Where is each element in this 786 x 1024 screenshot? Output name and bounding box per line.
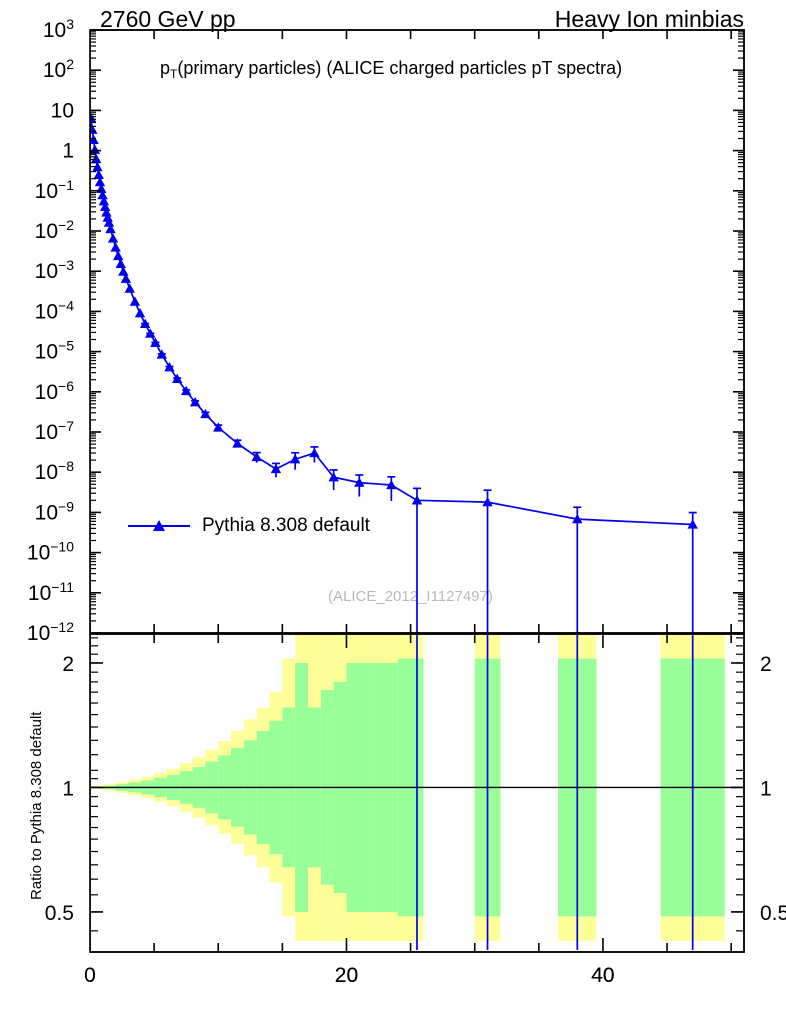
data-point-marker (102, 212, 113, 222)
ratio-y-tick-label: 2 (760, 653, 772, 676)
data-point-marker (411, 495, 423, 505)
data-point-marker (213, 422, 224, 432)
y-tick-label: 10−5 (35, 338, 75, 364)
data-point-marker (139, 318, 151, 329)
x-tick-label-top: 20 (335, 964, 358, 987)
data-point-marker (99, 201, 111, 211)
data-point-marker (92, 161, 103, 172)
y-tick-label: 10−10 (27, 539, 74, 565)
data-point-marker (107, 233, 119, 243)
main-panel-frame-2 (89, 29, 745, 634)
legend-label-pythia: Pythia 8.308 default (202, 515, 370, 536)
data-point-marker (482, 496, 493, 507)
header-right-label: Heavy Ion minbias (554, 6, 744, 32)
data-point-marker (386, 479, 397, 490)
data-point-marker (115, 258, 126, 269)
data-point-marker (89, 144, 101, 154)
data-point-marker (94, 176, 106, 187)
data-point-marker (251, 451, 262, 462)
ratio-panel-frame-2 (89, 633, 745, 953)
data-point-marker (687, 519, 698, 529)
data-point-marker (124, 283, 135, 293)
data-point-marker (189, 397, 201, 407)
y-tick-label: 10−9 (35, 498, 75, 524)
data-point-marker (289, 454, 301, 464)
data-point-marker (134, 308, 146, 318)
x-tick-label-top: 40 (591, 964, 614, 987)
y-tick-label: 10−2 (35, 217, 75, 243)
data-point-marker (98, 196, 110, 206)
series-line (90, 117, 693, 526)
data-point-marker (145, 328, 156, 338)
y-tick-label: 10−7 (35, 418, 75, 444)
ratio-y-tick-label: 0.5 (760, 902, 786, 925)
data-point-marker (156, 349, 168, 359)
y-tick-label: 102 (43, 56, 74, 82)
data-point-marker (572, 513, 583, 524)
legend-marker-icon (128, 520, 190, 531)
main-y-axis: 10310210110−110−210−310−410−510−610−710−… (27, 16, 744, 645)
plot-title: pT(primary particles) (ALICE charged par… (160, 58, 622, 81)
y-tick-label: 10−12 (27, 619, 74, 645)
data-point-marker (97, 189, 108, 200)
ratio-y-tick-label: 0.5 (45, 902, 74, 925)
ratio-y-tick-label: 1 (760, 777, 772, 800)
data-point-marker (90, 153, 102, 164)
x-tick-label: 40 (591, 964, 614, 987)
y-tick-label: 10−6 (35, 378, 75, 404)
data-point-marker (354, 477, 365, 487)
data-point-marker (164, 361, 175, 372)
ratio-axis-label: Ratio to Pythia 8.308 default (28, 711, 45, 900)
y-tick-label: 10−8 (35, 458, 75, 484)
right-margin-mask (745, 30, 786, 952)
y-tick-label: 10−3 (35, 257, 75, 283)
data-point-marker (200, 408, 211, 419)
data-point-marker (103, 217, 115, 227)
ratio-y-axis: 2 2 1 1 0.5 0.5 (45, 653, 786, 925)
data-point-marker (120, 273, 132, 283)
ratio-y-tick-label: 2 (62, 653, 74, 676)
data-point-marker (150, 337, 161, 348)
plot-title-rest: (primary particles) (ALICE charged parti… (177, 58, 623, 78)
data-point-marker (101, 207, 112, 217)
data-point-marker (113, 250, 124, 261)
data-point-marker (129, 296, 141, 306)
data-point-marker (232, 438, 243, 448)
plot-title-subscript: T (170, 67, 178, 81)
data-point-marker (88, 134, 99, 145)
data-point-marker (180, 385, 192, 396)
data-point-marker (328, 472, 339, 482)
data-point-marker (172, 373, 183, 384)
y-tick-label: 10−4 (35, 297, 75, 323)
ratio-y-tick-label: 1 (62, 777, 74, 800)
y-tick-label: 10 (51, 99, 74, 122)
data-point-marker (105, 223, 116, 234)
y-tick-label: 1 (62, 140, 74, 163)
y-tick-label: 103 (43, 16, 74, 42)
data-point-marker (93, 169, 104, 179)
y-tick-label: 10−1 (35, 177, 75, 203)
x-tick-label: 20 (335, 964, 358, 987)
analysis-id-watermark: (ALICE_2012_I1127497) (328, 588, 493, 605)
left-margin-mask (0, 0, 90, 1024)
data-point-marker (118, 266, 129, 276)
header-left-label: 2760 GeV pp (100, 6, 236, 32)
legend: Pythia 8.308 default (128, 515, 370, 537)
y-tick-label: 10−11 (28, 579, 74, 605)
plot-title-pt: p (160, 58, 171, 78)
data-point-marker (270, 463, 282, 474)
data-point-marker (110, 242, 121, 252)
x-tick-label-top: 0 (84, 964, 96, 987)
data-point-marker (309, 447, 320, 458)
